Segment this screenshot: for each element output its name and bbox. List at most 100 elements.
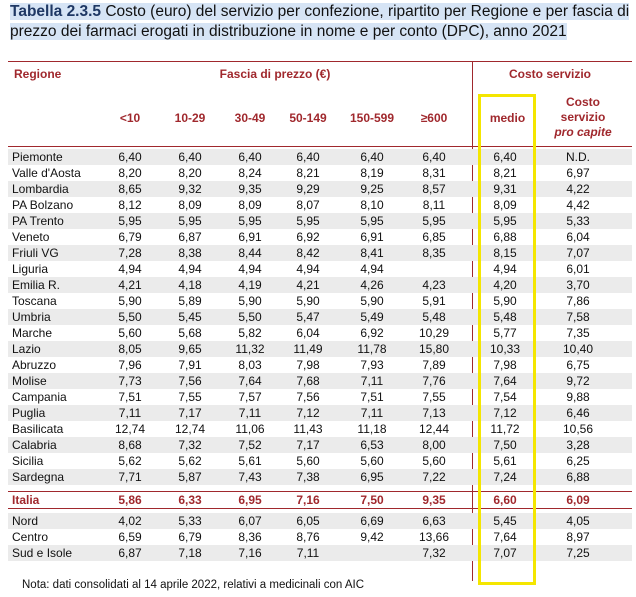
value-cell: 5,47	[296, 310, 320, 324]
value-cell: 10,29	[418, 326, 450, 340]
value-cell: 5,60	[296, 454, 320, 468]
header-col-3: 50-149	[289, 111, 327, 125]
value-cell: 7,16	[238, 546, 262, 560]
value-cell: 5,62	[118, 454, 142, 468]
region-cell: PA Trento	[12, 214, 64, 228]
value-cell: 6,91	[238, 230, 262, 244]
region-cell: Piemonte	[12, 150, 63, 164]
table-row: Valle d'Aosta 8,20 8,20 8,24 8,21 8,19 8,31 8,2…	[8, 165, 632, 181]
value-cell: 9,88	[566, 390, 590, 404]
value-cell: 6,25	[566, 454, 590, 468]
value-cell: 5,62	[178, 454, 202, 468]
value-cell: 7,22	[422, 470, 446, 484]
value-cell: 8,00	[422, 438, 446, 452]
table-number: Tabella 2.3.5	[10, 3, 102, 20]
value-cell: 7,11	[118, 406, 142, 420]
header-bottom-rule	[8, 146, 632, 147]
value-cell: 5,89	[178, 294, 202, 308]
table-row: Basilicata 12,74 12,74 11,06 11,43 11,18 12,44…	[8, 421, 632, 437]
value-cell: 8,09	[238, 198, 262, 212]
table-row: Nord 4,02 5,33 6,07 6,05 6,69 6,63 5,45 4,05	[8, 513, 632, 529]
region-cell: Lazio	[12, 342, 41, 356]
region-cell: Sardegna	[12, 470, 65, 484]
value-cell: 8,44	[238, 246, 262, 260]
header-fascia: Fascia di prezzo (€)	[219, 67, 331, 81]
table-row: Abruzzo 7,96 7,91 8,03 7,98 7,93 7,89 7,98 6,75	[8, 357, 632, 373]
value-cell: 6,60	[493, 493, 517, 507]
value-cell: 7,32	[178, 438, 202, 452]
value-cell: 6,40	[422, 150, 446, 164]
table-row: Liguria 4,94 4,94 4,94 4,94 4,94 4,94 6,01	[8, 261, 632, 277]
value-cell: 7,57	[238, 390, 262, 404]
value-cell: 4,23	[422, 278, 446, 292]
region-cell: Abruzzo	[12, 358, 57, 372]
value-cell: 6,40	[238, 150, 262, 164]
value-cell: 7,38	[296, 470, 320, 484]
value-cell: 7,96	[118, 358, 142, 372]
value-cell: 6,87	[178, 230, 202, 244]
header-pro-capite-line2: servizio	[560, 110, 606, 124]
value-cell: 5,45	[493, 514, 517, 528]
value-cell: 5,95	[178, 214, 202, 228]
value-cell: 6,97	[566, 166, 590, 180]
table-row: Piemonte 6,40 6,40 6,40 6,40 6,40 6,40 6,40 N.D.	[8, 149, 632, 165]
value-cell: 3,70	[566, 278, 590, 292]
region-cell: Veneto	[12, 230, 50, 244]
header-medio: medio	[489, 111, 526, 125]
value-cell: 7,54	[493, 390, 517, 404]
value-cell: 5,48	[493, 310, 517, 324]
value-cell: 8,12	[118, 198, 142, 212]
value-cell: 7,11	[296, 546, 320, 560]
value-cell: 8,10	[360, 198, 384, 212]
region-cell: Basilicata	[12, 422, 64, 436]
value-cell: 9,72	[566, 374, 590, 388]
value-cell: 7,56	[296, 390, 320, 404]
table-row: Toscana 5,90 5,89 5,90 5,90 5,90 5,91 5,90 7,86	[8, 293, 632, 309]
value-cell: 8,05	[118, 342, 142, 356]
value-cell: 5,60	[360, 454, 384, 468]
value-cell: 7,52	[238, 438, 262, 452]
value-cell: 6,69	[360, 514, 384, 528]
table-row: Centro 6,59 6,79 8,36 8,76 9,42 13,66 7,64 8,97	[8, 529, 632, 545]
value-cell: 11,32	[235, 342, 265, 356]
table-row: Sud e Isole 6,87 7,18 7,16 7,11 7,32 7,07 7,25	[8, 545, 632, 561]
value-cell: 6,79	[178, 530, 202, 544]
value-cell: 4,94	[238, 262, 262, 276]
table-row: Marche 5,60 5,68 5,82 6,04 6,92 10,29 5,77 7,35	[8, 325, 632, 341]
value-cell: 4,05	[566, 514, 590, 528]
value-cell: 8,09	[493, 198, 517, 212]
table-row: PA Bolzano 8,12 8,09 8,09 8,07 8,10 8,11 8,09 4,…	[8, 197, 632, 213]
value-cell: 5,77	[493, 326, 517, 340]
table-row: Campania 7,51 7,55 7,57 7,56 7,51 7,55 7,54 9,88	[8, 389, 632, 405]
value-cell: 4,19	[238, 278, 262, 292]
value-cell: 7,64	[493, 530, 517, 544]
value-cell: 6,85	[422, 230, 446, 244]
value-cell: 7,51	[118, 390, 142, 404]
value-cell: 7,28	[118, 246, 142, 260]
value-cell: 6,59	[118, 530, 142, 544]
value-cell: 5,33	[178, 514, 202, 528]
value-cell: 6,95	[360, 470, 384, 484]
value-cell: 4,20	[493, 278, 517, 292]
header-col-1: 10-29	[174, 111, 206, 125]
value-cell: 8,41	[360, 246, 384, 260]
region-cell: Centro	[12, 530, 49, 544]
value-cell: 6,87	[118, 546, 142, 560]
value-cell: 6,40	[493, 150, 517, 164]
value-cell: 8,21	[493, 166, 517, 180]
value-cell: 10,56	[562, 422, 594, 436]
value-cell: 8,36	[238, 530, 262, 544]
value-cell: 5,87	[178, 470, 202, 484]
value-cell: 4,94	[360, 262, 384, 276]
region-cell: Liguria	[12, 262, 49, 276]
value-cell: 7,56	[178, 374, 202, 388]
value-cell: 5,86	[118, 493, 142, 507]
value-cell: 15,80	[418, 342, 450, 356]
header-pro-capite-line1: Costo	[566, 95, 600, 109]
table-row: Umbria 5,50 5,45 5,50 5,47 5,49 5,48 5,48 7,58	[8, 309, 632, 325]
value-cell: 4,02	[118, 514, 142, 528]
value-cell: 9,42	[360, 530, 384, 544]
value-cell: 9,35	[238, 182, 262, 196]
value-cell: 7,64	[493, 374, 517, 388]
header-col-2: 30-49	[234, 111, 266, 125]
